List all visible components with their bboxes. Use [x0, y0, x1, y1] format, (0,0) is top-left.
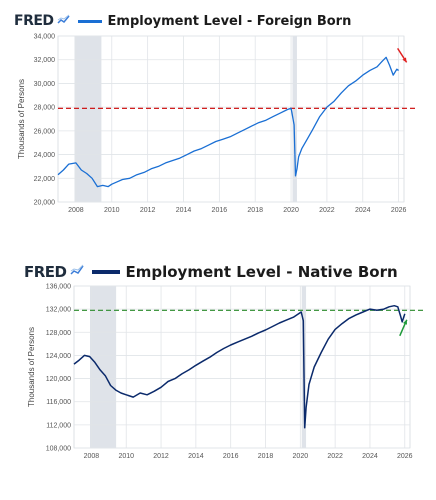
- y-tick-label: 128,000: [46, 330, 71, 337]
- y-tick-label: 120,000: [46, 376, 71, 383]
- x-tick-label: 2008: [68, 207, 84, 214]
- chart-svg-native-born: 108,000 112,000 116,000 120,000 124,000 128,0…: [27, 284, 426, 460]
- y-axis-title: Thousands of Persons: [27, 327, 36, 407]
- x-tick-label: 2014: [188, 453, 204, 460]
- chart-header: FRED Employment Level - Native Born: [24, 260, 398, 284]
- fred-chart-icon: [57, 12, 70, 30]
- fred-chart-icon: [69, 263, 84, 281]
- chart-svg-foreign-born: 20,000 22,000 24,000 26,000 28,000 30,000 32,0…: [17, 34, 416, 214]
- x-tick-label: 2014: [176, 207, 192, 214]
- x-tick-label: 2010: [118, 453, 134, 460]
- y-tick-label: 20,000: [34, 200, 56, 207]
- x-tick-label: 2024: [355, 207, 371, 214]
- x-tick-label: 2012: [140, 207, 156, 214]
- recession-band: [292, 36, 297, 202]
- y-tick-label: 30,000: [34, 81, 56, 88]
- y-tick-label: 136,000: [46, 284, 71, 291]
- plot-area: [57, 35, 405, 203]
- chart-title: Employment Level - Native Born: [125, 263, 398, 281]
- x-tick-label: 2024: [362, 453, 378, 460]
- fred-logo: FRED: [24, 263, 67, 281]
- x-tick-label: 2012: [153, 453, 169, 460]
- series-line: [57, 56, 399, 188]
- x-tick-label: 2020: [283, 207, 299, 214]
- legend-line-swatch: [91, 270, 120, 274]
- fred-logo: FRED: [14, 13, 54, 29]
- chart-title: Employment Level - Foreign Born: [107, 13, 352, 29]
- x-tick-label: 2010: [104, 207, 120, 214]
- recession-band: [74, 36, 102, 202]
- x-tick-label: 2022: [327, 453, 343, 460]
- y-tick-label: 124,000: [46, 353, 71, 360]
- y-tick-label: 112,000: [46, 422, 71, 429]
- x-tick-label: 2016: [223, 453, 239, 460]
- x-tick-label: 2016: [212, 207, 228, 214]
- down-arrow-icon: [396, 47, 408, 63]
- series-line: [73, 304, 406, 429]
- x-tick-label: 2022: [319, 207, 335, 214]
- chart-panel-foreign-born: FRED Employment Level - Foreign Born 20,…: [0, 0, 436, 236]
- legend-line-swatch: [77, 19, 102, 23]
- x-tick-label: 2018: [258, 453, 274, 460]
- y-tick-label: 24,000: [34, 152, 56, 159]
- y-tick-label: 28,000: [34, 105, 56, 112]
- chart-header: FRED Employment Level - Foreign Born: [14, 9, 351, 33]
- x-tick-label: 2008: [84, 453, 100, 460]
- y-tick-label: 132,000: [46, 307, 71, 314]
- up-arrow-icon: [399, 319, 408, 337]
- y-tick-label: 108,000: [46, 446, 71, 453]
- x-tick-label: 2026: [391, 207, 407, 214]
- y-tick-label: 26,000: [34, 128, 56, 135]
- x-tick-label: 2026: [397, 453, 413, 460]
- x-tick-label: 2018: [247, 207, 263, 214]
- recession-band: [90, 286, 117, 448]
- y-axis-title: Thousands of Persons: [17, 79, 26, 159]
- y-tick-label: 22,000: [34, 176, 56, 183]
- y-tick-label: 116,000: [46, 399, 71, 406]
- y-tick-label: 32,000: [34, 57, 56, 64]
- chart-panel-native-born: FRED Employment Level - Native Born 108,…: [0, 252, 436, 500]
- x-tick-label: 2020: [293, 453, 309, 460]
- y-tick-label: 34,000: [34, 34, 56, 41]
